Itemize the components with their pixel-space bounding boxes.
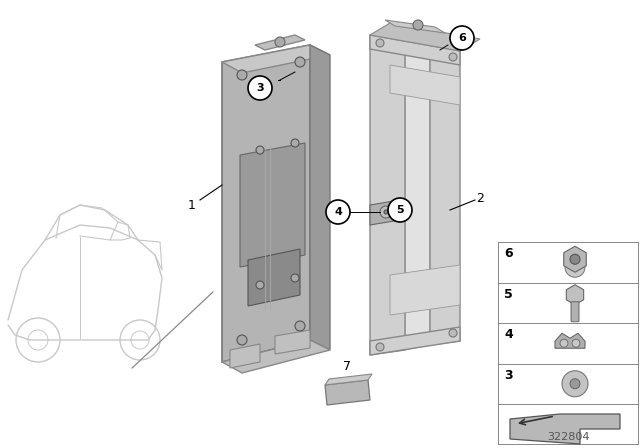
Circle shape xyxy=(326,200,350,224)
Circle shape xyxy=(295,57,305,67)
Circle shape xyxy=(562,371,588,397)
Text: 4: 4 xyxy=(334,207,342,217)
Polygon shape xyxy=(385,20,445,33)
Polygon shape xyxy=(370,200,400,225)
Polygon shape xyxy=(510,414,620,444)
Circle shape xyxy=(248,76,272,100)
Circle shape xyxy=(560,339,568,347)
Circle shape xyxy=(380,206,392,218)
Circle shape xyxy=(256,281,264,289)
Polygon shape xyxy=(430,45,460,345)
Text: 2: 2 xyxy=(476,191,484,204)
Text: 7: 7 xyxy=(343,360,351,373)
Circle shape xyxy=(256,146,264,154)
Circle shape xyxy=(291,139,299,147)
Circle shape xyxy=(376,343,384,351)
Polygon shape xyxy=(325,374,372,385)
Circle shape xyxy=(376,39,384,47)
Polygon shape xyxy=(310,45,330,350)
Circle shape xyxy=(449,329,457,337)
Circle shape xyxy=(565,257,585,277)
Circle shape xyxy=(450,26,474,50)
Circle shape xyxy=(295,321,305,331)
Polygon shape xyxy=(240,143,305,267)
Polygon shape xyxy=(405,49,430,350)
Circle shape xyxy=(388,198,412,222)
Text: 5: 5 xyxy=(396,205,404,215)
Polygon shape xyxy=(555,333,585,348)
Circle shape xyxy=(570,254,580,264)
Polygon shape xyxy=(248,249,300,306)
FancyBboxPatch shape xyxy=(571,302,579,322)
Polygon shape xyxy=(370,327,460,355)
Circle shape xyxy=(570,379,580,389)
Polygon shape xyxy=(222,340,330,373)
Polygon shape xyxy=(222,45,330,73)
Circle shape xyxy=(275,37,285,47)
Text: 322804: 322804 xyxy=(547,432,589,442)
Polygon shape xyxy=(230,344,260,368)
Text: 5: 5 xyxy=(504,288,513,301)
Circle shape xyxy=(413,20,423,30)
Text: 3: 3 xyxy=(256,83,264,93)
Polygon shape xyxy=(370,35,405,355)
Text: 1: 1 xyxy=(188,198,196,211)
Circle shape xyxy=(291,274,299,282)
Polygon shape xyxy=(390,65,460,105)
Text: 6: 6 xyxy=(504,247,513,260)
Polygon shape xyxy=(325,380,370,405)
Polygon shape xyxy=(370,35,460,65)
Circle shape xyxy=(572,339,580,347)
Polygon shape xyxy=(370,23,480,51)
Circle shape xyxy=(237,335,247,345)
Text: 6: 6 xyxy=(458,33,466,43)
Polygon shape xyxy=(255,35,305,50)
Text: 3: 3 xyxy=(504,369,513,382)
Circle shape xyxy=(384,210,388,214)
Polygon shape xyxy=(275,330,310,354)
Circle shape xyxy=(449,53,457,61)
Polygon shape xyxy=(222,45,310,362)
Circle shape xyxy=(237,70,247,80)
Polygon shape xyxy=(390,265,460,315)
Text: 4: 4 xyxy=(504,328,513,341)
